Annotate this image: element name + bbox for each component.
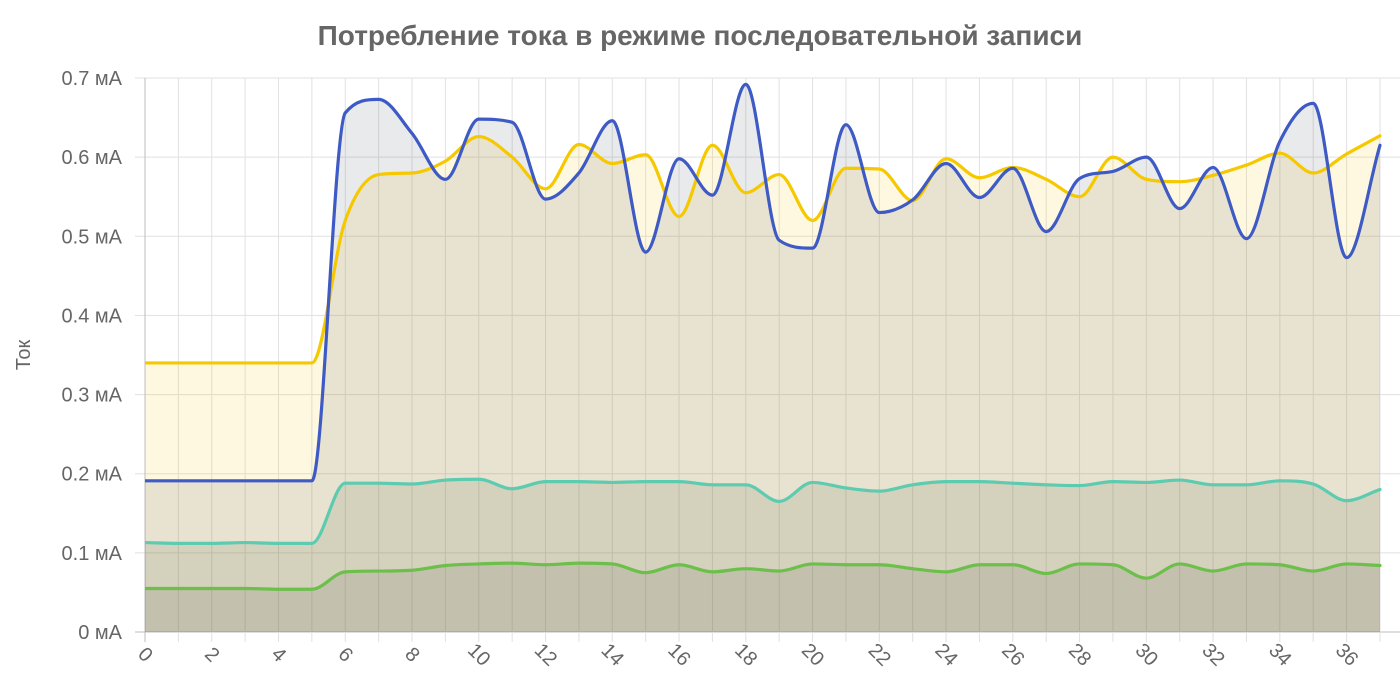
x-tick-label: 20 [797, 639, 828, 670]
series-area-2 [145, 479, 1380, 632]
x-tick-label: 0 [133, 643, 156, 666]
x-tick-label: 32 [1197, 639, 1228, 670]
chart-title: Потребление тока в режиме последовательн… [317, 20, 1083, 51]
y-tick-label: 0 мА [78, 622, 122, 644]
y-tick-label: 0.3 мА [62, 385, 123, 407]
x-tick-label: 2 [200, 643, 223, 666]
series-area-1 [145, 84, 1380, 632]
y-tick-label: 0.4 мА [62, 305, 123, 327]
x-tick-label: 18 [730, 639, 761, 670]
x-tick-label: 26 [997, 639, 1028, 670]
x-tick-label: 30 [1131, 639, 1162, 670]
y-axis-label: Ток [13, 339, 35, 370]
series-lines [145, 82, 1382, 591]
x-tick-label: 22 [864, 639, 895, 670]
x-tick-label: 6 [334, 643, 357, 666]
y-tick-label: 0.1 мА [62, 543, 123, 565]
x-tick-label: 4 [267, 643, 290, 666]
x-tick-label: 8 [400, 643, 423, 666]
x-tick-label: 12 [530, 639, 561, 670]
x-tick-label: 28 [1064, 639, 1095, 670]
x-tick-label: 36 [1331, 639, 1362, 670]
series-fills [145, 84, 1380, 632]
series-line-1 [145, 82, 1382, 483]
series-line-3 [145, 561, 1382, 591]
x-tick-label: 16 [663, 639, 694, 670]
series-area-3 [145, 563, 1380, 632]
series-line-0 [145, 134, 1382, 365]
x-tick-label: 24 [930, 639, 961, 670]
y-tick-label: 0.7 мА [62, 68, 123, 90]
y-tick-label: 0.5 мА [62, 226, 123, 248]
series-line-2 [145, 477, 1382, 545]
x-tick-label: 10 [463, 639, 494, 670]
y-tick-label: 0.2 мА [62, 464, 123, 486]
series-area-0 [145, 135, 1380, 632]
y-tick-label: 0.6 мА [62, 147, 123, 169]
x-tick-label: 34 [1264, 639, 1295, 670]
x-tick-label: 14 [597, 639, 628, 670]
